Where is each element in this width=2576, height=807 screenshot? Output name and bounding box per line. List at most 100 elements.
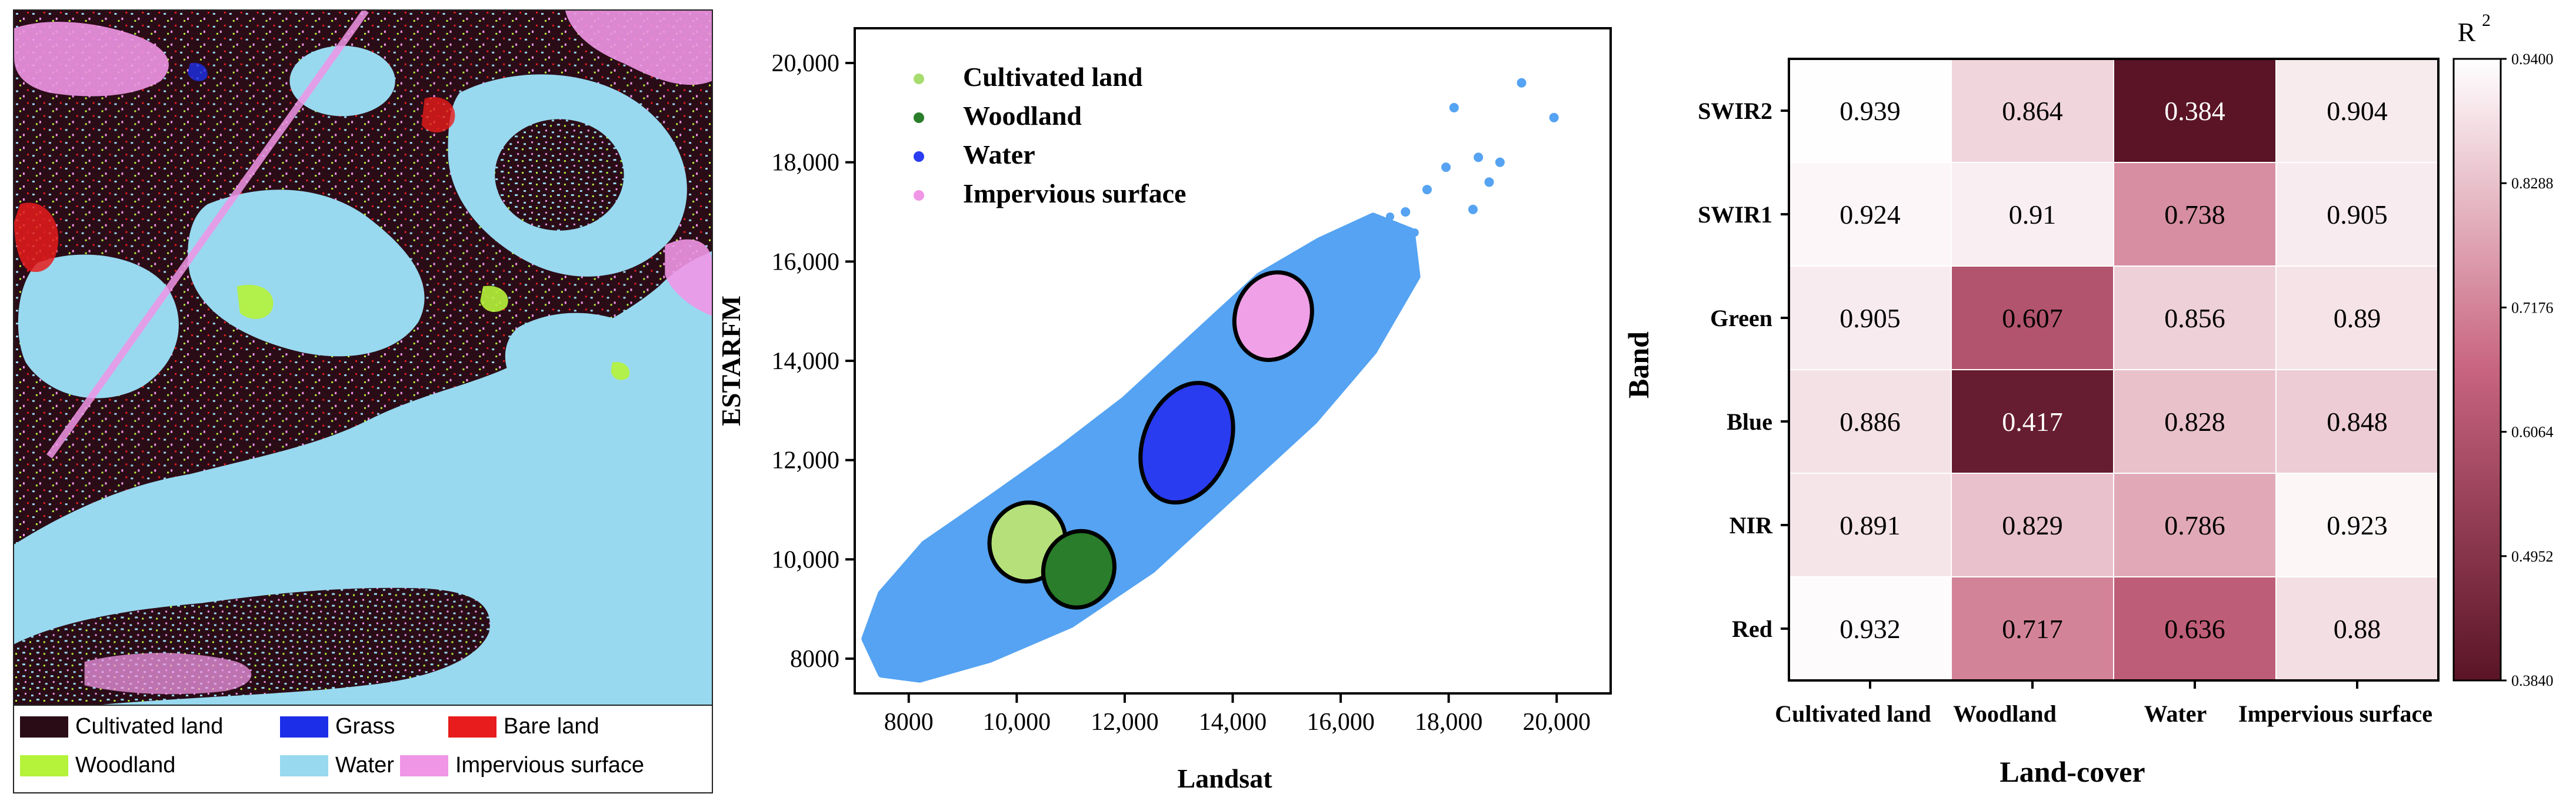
scatter-point (1240, 363, 1249, 372)
map-woodland (236, 284, 274, 319)
scatter-point (1312, 295, 1321, 304)
scatter-point (1441, 162, 1451, 172)
scatter-point (1104, 436, 1112, 444)
map-impervious-top (14, 22, 169, 97)
scatter-point (911, 621, 920, 630)
heatmap-x-axis-label: Land-cover (2000, 755, 2145, 788)
scatter-point (1231, 361, 1239, 370)
heatmap-cell-value: 0.786 (2164, 510, 2225, 540)
scatter-point (1056, 500, 1065, 509)
scatter-point (888, 656, 898, 666)
scatter-point (1074, 455, 1082, 464)
legend-marker (914, 112, 924, 123)
heatmap-col-label: Cultivated land (1775, 700, 1931, 727)
scatter-point (1323, 260, 1332, 268)
heatmap-cell (1951, 265, 2114, 370)
scatter-point (1401, 207, 1411, 217)
heatmap-cell (2113, 369, 2277, 474)
scatter-point (1134, 485, 1143, 494)
x-axis-label: Landsat (1177, 763, 1272, 793)
scatter-point (1484, 177, 1494, 187)
scatter-point (1422, 185, 1432, 195)
colorbar-tick-label: 0.4952 (2511, 548, 2554, 565)
scatter-point (1495, 157, 1505, 167)
map-ring-hole (495, 119, 624, 231)
y-axis-label: ESTARFM (716, 295, 746, 426)
map-impervious-island (84, 653, 252, 695)
legend-label: Woodland (75, 753, 176, 778)
heatmap-cell (2113, 473, 2277, 577)
heatmap-cell (2275, 58, 2439, 163)
heatmap-col-label: Woodland (1953, 700, 2057, 727)
legend-swatch (448, 716, 496, 738)
heatmap-cell (2113, 58, 2277, 163)
scatter-point (915, 597, 924, 606)
heatmap-cell-value: 0.905 (2327, 200, 2388, 230)
colorbar-title: R (2458, 17, 2476, 47)
y-tick-label: 12,000 (772, 447, 840, 474)
scatter-point (1381, 292, 1389, 301)
map-bare-land-2 (421, 97, 455, 133)
scatter-point (1105, 517, 1114, 526)
scatter-point (1308, 350, 1317, 358)
heatmap-cell (2113, 162, 2277, 267)
scatter-point (1118, 430, 1127, 439)
scatter-point (1387, 237, 1397, 247)
scatter-point (1327, 303, 1336, 311)
scatter-point (995, 615, 1004, 623)
heatmap-col-label: Water (2144, 700, 2207, 727)
map-impervious-right (665, 239, 712, 316)
scatter-point (951, 553, 959, 562)
heatmap-frame (1788, 58, 2440, 682)
map-legend-item-impervious: Impervious surface (400, 753, 644, 778)
scatter-point (904, 627, 913, 636)
map-legend-item-woodland: Woodland (20, 753, 175, 778)
scatter-point (963, 614, 972, 623)
scatter-point (1357, 244, 1365, 253)
scatter-point (1549, 112, 1559, 122)
map-legend-item-bare: Bare land (448, 714, 599, 739)
legend-label: Water (963, 140, 1035, 170)
heatmap-cell-value: 0.738 (2164, 200, 2225, 230)
map-woodland-2 (480, 285, 508, 312)
scatter-point (1202, 354, 1211, 363)
heatmap-row-label: SWIR1 (1698, 201, 1772, 228)
scatter-point (992, 572, 1001, 580)
scatter-point (945, 580, 954, 589)
heatmap-y-axis-label: Band (1622, 331, 1655, 398)
scatter-point (1131, 459, 1140, 467)
colorbar-title-superscript: 2 (2482, 11, 2491, 30)
scatter-point (975, 563, 984, 572)
heatmap-cell-value: 0.939 (1839, 96, 1901, 126)
scatter-point (925, 647, 934, 656)
scatter-point (1239, 397, 1248, 406)
scatter-point (1398, 268, 1407, 277)
scatter-point (1255, 388, 1264, 397)
legend-label: Woodland (963, 101, 1082, 131)
heatmap-cell-value: 0.886 (1839, 407, 1901, 437)
scatter-point (934, 591, 943, 600)
heatmap-cell-value: 0.89 (2334, 303, 2381, 333)
cluster-ellipse-woodland (1041, 529, 1117, 610)
y-tick-label: 20,000 (772, 50, 840, 77)
heatmap-cell-value: 0.923 (2327, 510, 2388, 540)
scatter-point (1407, 237, 1415, 245)
scatter-point (882, 641, 892, 651)
scatter-point (1112, 443, 1121, 451)
scatter-point (1224, 343, 1233, 351)
scatter-point (1318, 320, 1327, 328)
heatmap-col-label: Impervious surface (2238, 700, 2432, 727)
heatmap-cell-value: 0.91 (2009, 200, 2057, 230)
heatmap-cell-value: 0.848 (2327, 407, 2388, 437)
x-tick-label: 8000 (884, 709, 934, 736)
scatter-point (1119, 463, 1128, 472)
scatter-point (881, 626, 890, 635)
scatter-point (1352, 231, 1361, 240)
scatter-point (1156, 389, 1165, 398)
legend-swatch (400, 755, 448, 776)
legend-label: Cultivated land (963, 62, 1143, 92)
scatter-point (1058, 488, 1067, 497)
scatter-point (1395, 291, 1405, 301)
scatter-point (1325, 334, 1334, 343)
x-tick-label: 20,000 (1522, 709, 1591, 736)
